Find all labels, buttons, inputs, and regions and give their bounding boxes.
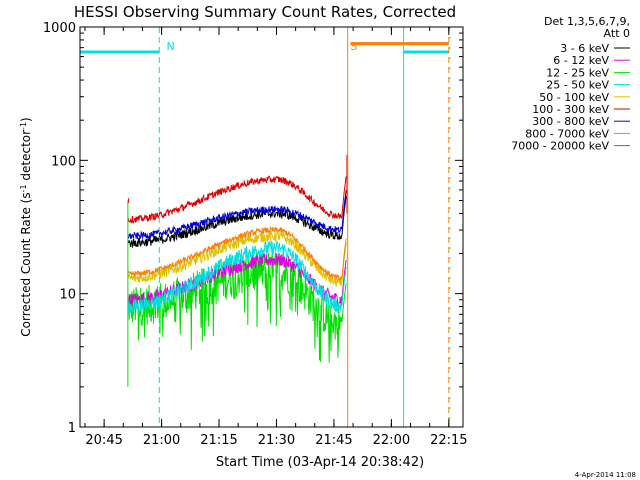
x-tick-label: 20:45 xyxy=(85,433,122,448)
legend-label: 50 - 100 keV xyxy=(539,91,609,104)
legend-label: 300 - 800 keV xyxy=(532,115,609,128)
x-tick-label: 21:15 xyxy=(200,433,237,448)
x-axis: 20:45 21:00 21:15 21:30 21:45 22:00 22:15 xyxy=(84,27,468,448)
legend-label: 3 - 6 keV xyxy=(560,42,609,55)
x-axis-label: Start Time (03-Apr-14 20:38:42) xyxy=(216,455,424,470)
legend-header-line1: Det 1,3,5,6,7,9, xyxy=(544,15,630,28)
orbit-annotation: N xyxy=(166,40,174,53)
series-line xyxy=(127,239,347,315)
y-tick-label: 100 xyxy=(51,154,76,169)
plot-frame xyxy=(79,26,464,428)
series-line xyxy=(127,225,347,282)
series-line xyxy=(127,190,347,241)
series-line xyxy=(127,175,347,224)
x-tick-label: 21:00 xyxy=(143,433,180,448)
legend-label: 12 - 25 keV xyxy=(546,66,609,79)
orbit-annotation: S xyxy=(350,40,357,53)
y-axis-label: Corrected Count Rate (s-1 detector-1) xyxy=(19,117,34,336)
legend-header-line2: Att 0 xyxy=(604,27,630,40)
legend-label: 100 - 300 keV xyxy=(532,103,609,116)
chart-title: HESSI Observing Summary Count Rates, Cor… xyxy=(74,3,456,21)
x-tick-label: 22:00 xyxy=(373,433,410,448)
orbit-bars-layer xyxy=(80,27,451,427)
y-tick-label: 1000 xyxy=(43,21,76,36)
legend-label: 7000 - 20000 keV xyxy=(511,140,609,153)
y-tick-label: 10 xyxy=(59,288,76,303)
legend-label: 25 - 50 keV xyxy=(546,79,609,92)
x-tick-label: 22:15 xyxy=(430,433,467,448)
legend-label: 800 - 7000 keV xyxy=(525,127,609,140)
series-layer xyxy=(127,154,348,387)
series-line xyxy=(127,196,347,249)
y-axis: 1 10 100 1000 xyxy=(43,21,463,436)
footer-timestamp: 4-Apr-2014 11:08 xyxy=(575,471,636,479)
x-tick-label: 21:30 xyxy=(258,433,295,448)
legend-label: 6 - 12 keV xyxy=(553,54,609,67)
y-tick-label: 1 xyxy=(68,421,76,436)
x-tick-label: 21:45 xyxy=(315,433,352,448)
